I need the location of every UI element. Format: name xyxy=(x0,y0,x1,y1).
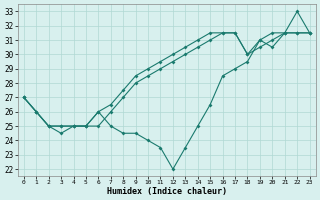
X-axis label: Humidex (Indice chaleur): Humidex (Indice chaleur) xyxy=(107,187,227,196)
